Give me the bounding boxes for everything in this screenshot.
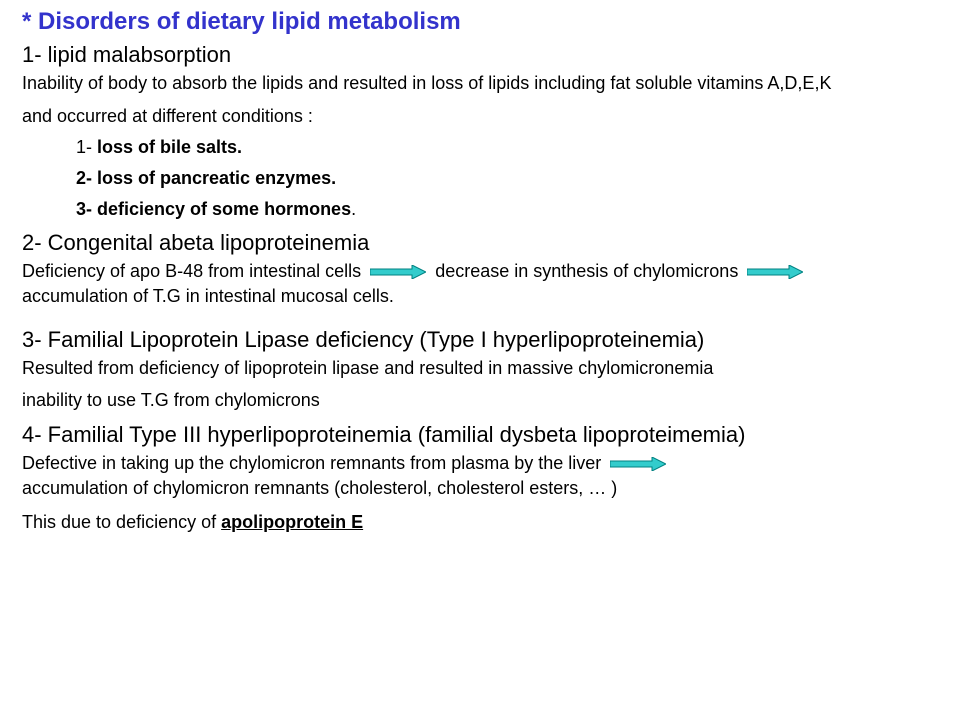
arrow-right-icon	[610, 457, 666, 471]
section-2-heading: 2- Congenital abeta lipoproteinemia	[22, 230, 938, 256]
section-3-heading: 3- Familial Lipoprotein Lipase deficienc…	[22, 327, 938, 353]
section-2-flow-line-2: accumulation of T.G in intestinal mucosa…	[22, 285, 938, 308]
section-4-line-2: This due to deficiency of apolipoprotein…	[22, 511, 938, 534]
section-4-flow-line-1: Defective in taking up the chylomicron r…	[22, 452, 938, 475]
section-4-heading: 4- Familial Type III hyperlipoproteinemi…	[22, 422, 938, 448]
section-4-keyword: apolipoprotein E	[221, 512, 363, 532]
condition-1-num: 1-	[76, 137, 97, 157]
page-title: * Disorders of dietary lipid metabolism	[22, 8, 938, 36]
section-4-flow-line-2: accumulation of chylomicron remnants (ch…	[22, 477, 938, 500]
condition-3: 3- deficiency of some hormones.	[76, 199, 938, 220]
section-2-part-a: Deficiency of apo B-48 from intestinal c…	[22, 261, 361, 281]
condition-2-text: loss of pancreatic enzymes.	[97, 168, 336, 188]
condition-3-dot: .	[351, 199, 356, 219]
section-1-para-1: Inability of body to absorb the lipids a…	[22, 72, 938, 95]
condition-list: 1- loss of bile salts. 2- loss of pancre…	[76, 137, 938, 220]
section-1-heading: 1- lipid malabsorption	[22, 42, 938, 68]
section-1-para-2: and occurred at different conditions :	[22, 105, 938, 128]
section-3-line-1: Resulted from deficiency of lipoprotein …	[22, 357, 938, 380]
section-4-line-2-pre: This due to deficiency of	[22, 512, 221, 532]
section-4-part-a: Defective in taking up the chylomicron r…	[22, 453, 601, 473]
section-2-flow-line-1: Deficiency of apo B-48 from intestinal c…	[22, 260, 938, 283]
condition-1-text: loss of bile salts.	[97, 137, 242, 157]
section-3-line-2: inability to use T.G from chylomicrons	[22, 389, 938, 412]
slide-content: * Disorders of dietary lipid metabolism …	[0, 0, 960, 533]
condition-2: 2- loss of pancreatic enzymes.	[76, 168, 938, 189]
arrow-right-icon	[747, 265, 803, 279]
arrow-right-icon	[370, 265, 426, 279]
section-2-part-b: decrease in synthesis of chylomicrons	[435, 261, 738, 281]
condition-2-num: 2-	[76, 168, 97, 188]
condition-3-num: 3-	[76, 199, 97, 219]
condition-1: 1- loss of bile salts.	[76, 137, 938, 158]
condition-3-text: deficiency of some hormones	[97, 199, 351, 219]
